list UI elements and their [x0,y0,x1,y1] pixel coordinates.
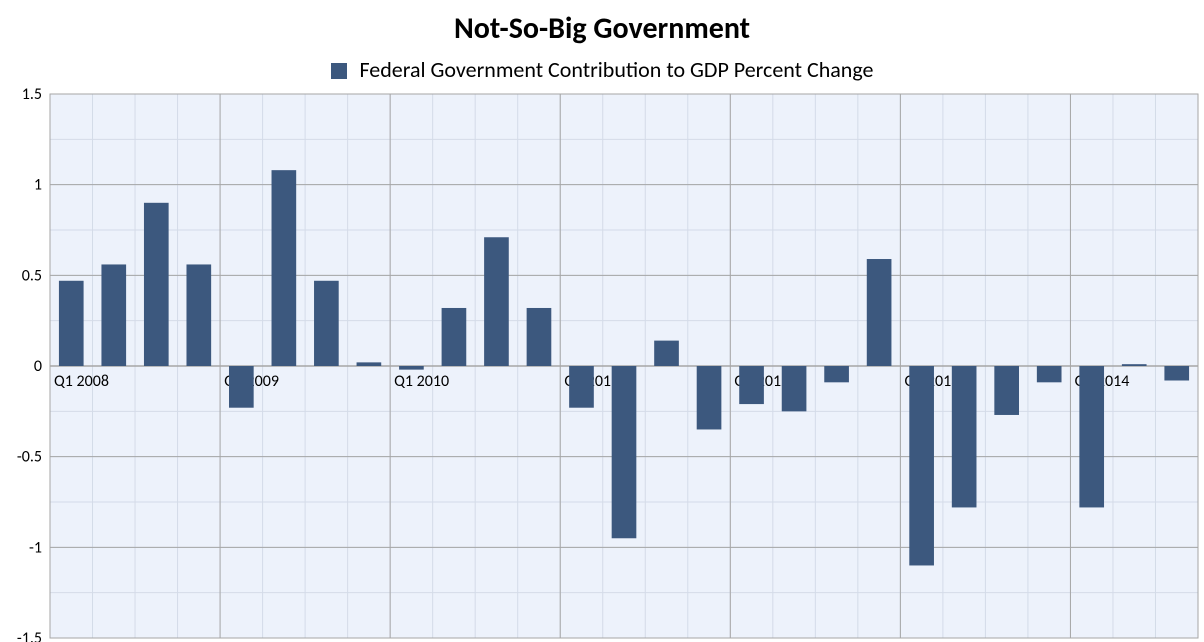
bar [229,366,254,408]
bar [144,203,169,366]
y-tick-label: -0.5 [17,448,42,467]
bar [612,366,637,538]
x-tick-label: Q1 2010 [394,372,449,391]
bar [909,366,934,565]
bar [1037,366,1062,382]
bar [654,341,679,366]
x-tick-label: Q1 2008 [54,372,109,391]
bar [314,281,339,366]
bar [59,281,84,366]
bar [442,308,467,366]
y-tick-label: 1 [34,176,42,195]
y-tick-label: 0 [34,357,42,376]
y-tick-label: -1 [29,538,42,557]
legend: Federal Government Contribution to GDP P… [0,56,1204,83]
bar [186,264,211,366]
bar [1164,366,1189,381]
bar [101,264,126,366]
bar [824,366,849,382]
legend-swatch [331,63,347,79]
bar [994,366,1019,415]
bar [1079,366,1104,507]
bar [527,308,552,366]
y-tick-label: -1.5 [17,629,42,642]
legend-label: Federal Government Contribution to GDP P… [360,56,874,83]
bar [399,366,424,370]
bar [1122,364,1147,366]
bar [697,366,722,429]
bar [867,259,892,366]
bar [569,366,594,408]
bar [272,170,297,366]
y-tick-label: 0.5 [22,266,42,285]
bar [357,362,382,366]
y-tick-label: 1.5 [22,85,42,104]
chart-plot: -1.5-1-0.500.511.5Q1 2008Q1 2009Q1 2010Q… [50,94,1198,638]
bar [484,237,509,366]
bar [952,366,977,507]
bar [739,366,764,404]
bar [782,366,807,411]
chart-title: Not-So-Big Government [0,10,1204,47]
chart-root: Not-So-Big Government Federal Government… [0,0,1204,642]
